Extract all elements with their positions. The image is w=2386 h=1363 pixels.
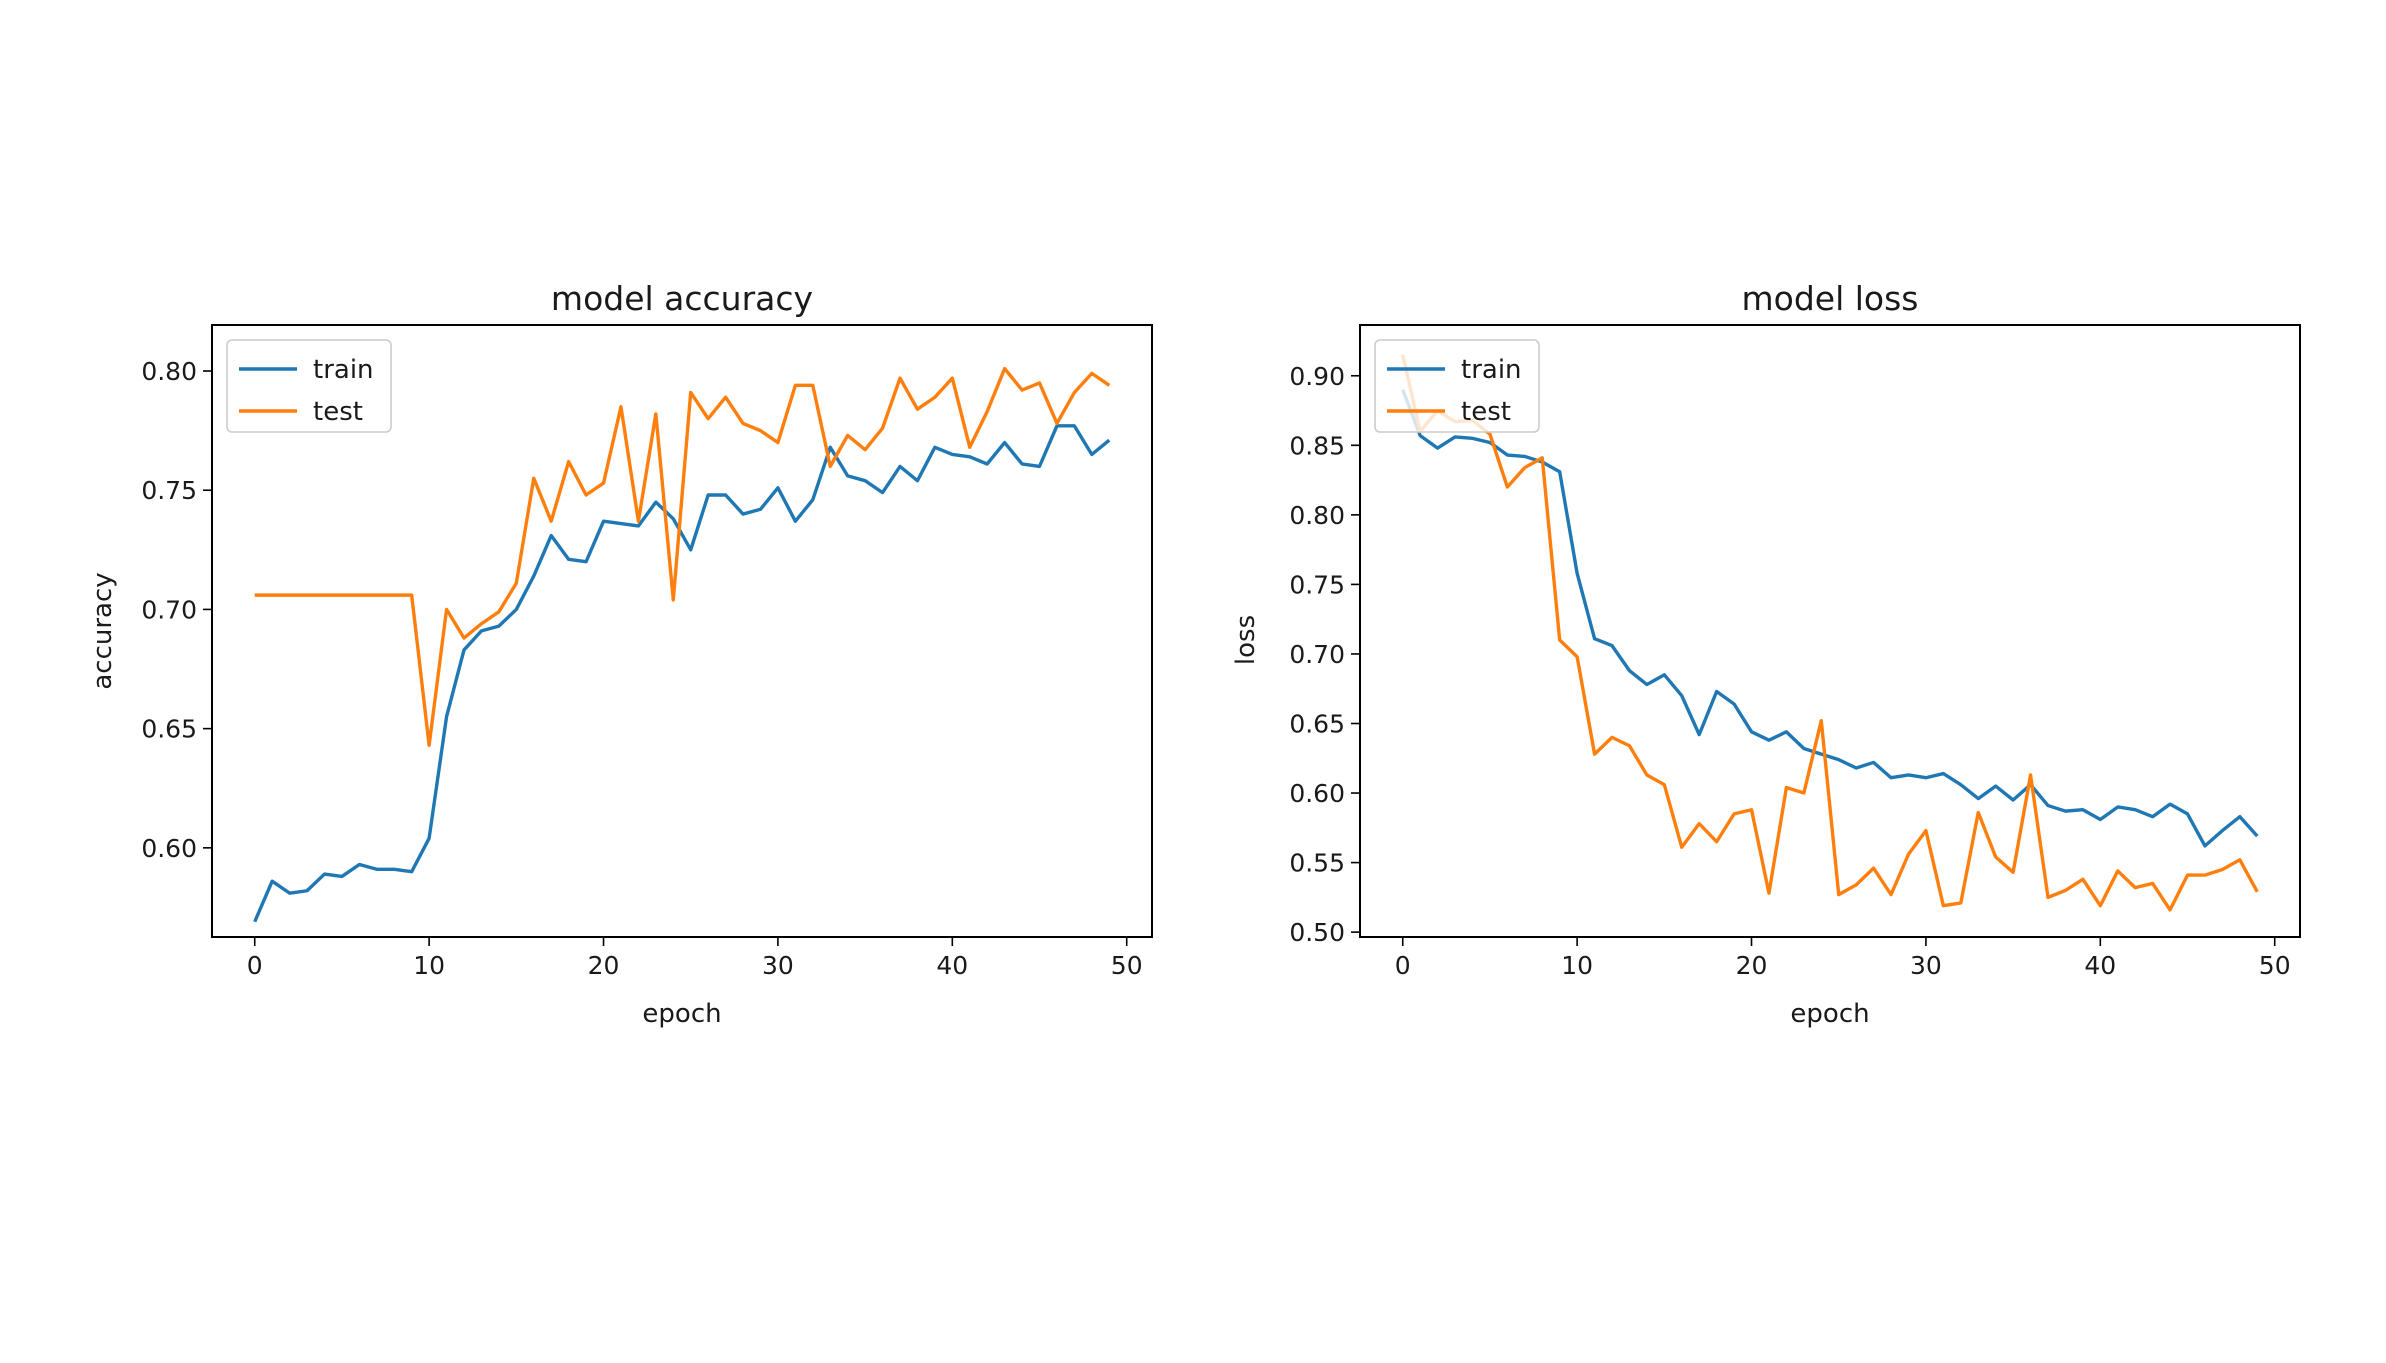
loss-y-tick-label: 0.60 (1289, 779, 1345, 808)
loss-y-axis-label: loss (1231, 615, 1261, 665)
loss-series-line-test (1401, 354, 2259, 912)
loss-x-tick-label: 30 (1910, 951, 1942, 980)
accuracy-y-tick-label: 0.75 (141, 476, 197, 505)
accuracy-y-tick-label: 0.70 (141, 595, 197, 624)
loss-x-tick-label: 10 (1561, 951, 1593, 980)
loss-x-tick-label: 20 (1736, 951, 1768, 980)
loss-legend-label-test: test (1461, 397, 1511, 427)
accuracy-series-line-test (254, 366, 1111, 748)
loss-y-tick-label: 0.90 (1289, 362, 1345, 391)
loss-y-tick-label: 0.70 (1289, 640, 1345, 669)
accuracy-plot-frame (211, 324, 1153, 938)
accuracy-x-tick-label: 50 (1111, 951, 1143, 980)
accuracy-legend (226, 339, 392, 433)
accuracy-legend-label-train: train (313, 355, 374, 385)
accuracy-y-tick-label: 0.65 (141, 715, 197, 744)
loss-series-line-train (1401, 389, 2259, 848)
accuracy-y-tick-label: 0.80 (141, 357, 197, 386)
loss-x-tick-label: 50 (2259, 951, 2291, 980)
accuracy-series-line-train (253, 424, 1111, 923)
accuracy-x-tick-label: 0 (247, 951, 263, 980)
accuracy-x-tick-label: 40 (936, 951, 968, 980)
loss-plot-frame (1359, 324, 2301, 938)
loss-y-tick-label: 0.75 (1289, 570, 1345, 599)
loss-y-tick-label: 0.85 (1289, 431, 1345, 460)
loss-x-tick-label: 40 (2084, 951, 2116, 980)
accuracy-x-tick-label: 20 (588, 951, 620, 980)
loss-chart-title: model loss (1742, 279, 1919, 318)
accuracy-subplot: model accuracy epoch accuracy 0 10 20 30 40 5… (88, 279, 1153, 1029)
loss-legend (1374, 339, 1540, 433)
loss-y-tick-label: 0.55 (1289, 849, 1345, 878)
loss-y-tick-label: 0.80 (1289, 501, 1345, 530)
loss-legend-label-train: train (1461, 355, 1522, 385)
accuracy-y-axis-label: accuracy (88, 572, 118, 689)
accuracy-chart-title: model accuracy (551, 279, 813, 318)
accuracy-y-tick-label: 0.60 (141, 834, 197, 863)
loss-x-tick-label: 0 (1395, 951, 1411, 980)
accuracy-legend-label-test: test (313, 397, 363, 427)
loss-y-tick-label: 0.50 (1289, 918, 1345, 947)
accuracy-x-tick-label: 10 (413, 951, 445, 980)
accuracy-x-tick-label: 30 (762, 951, 794, 980)
accuracy-x-axis-label: epoch (642, 999, 721, 1029)
loss-x-axis-label: epoch (1790, 999, 1869, 1029)
loss-y-tick-label: 0.65 (1289, 709, 1345, 738)
loss-subplot: model loss epoch loss 0 10 20 30 40 50 0.50 0.5… (1231, 279, 2301, 1029)
